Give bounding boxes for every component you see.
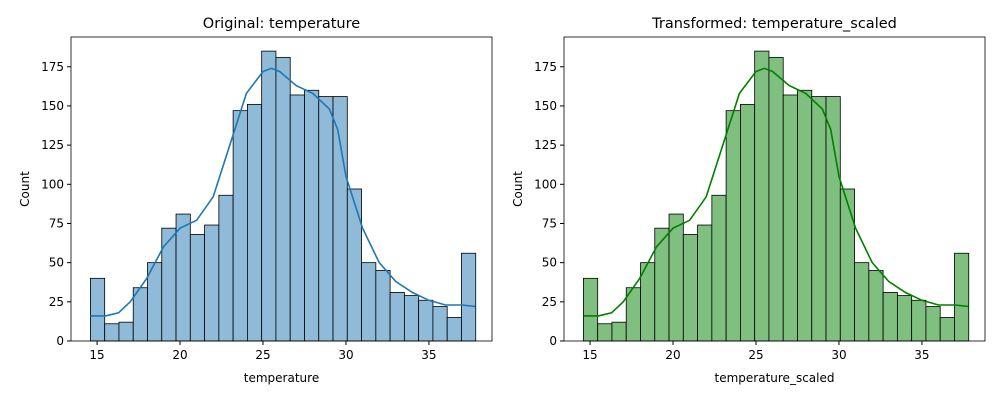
bar (104, 323, 120, 342)
bar (318, 96, 334, 342)
bar (275, 56, 291, 342)
bar (446, 317, 462, 342)
bar (418, 299, 434, 342)
x-tick-label: 35 (421, 348, 436, 362)
bar (768, 56, 784, 342)
y-tick-label: 50 (542, 256, 557, 270)
x-tick-label: 15 (582, 348, 597, 362)
y-tick-label: 50 (49, 256, 64, 270)
bar (654, 227, 670, 342)
bar (811, 96, 827, 342)
bar (118, 321, 134, 342)
bar (161, 227, 177, 342)
y-tick-label: 125 (41, 138, 64, 152)
y-tick-label: 175 (41, 60, 64, 74)
bar (232, 110, 248, 342)
bar (261, 50, 277, 342)
kde-line (583, 67, 969, 317)
x-tick-label: 20 (172, 348, 187, 362)
bar (361, 262, 377, 342)
axes-frame (563, 36, 986, 342)
x-axis-label: temperature (244, 371, 319, 385)
bar (697, 224, 713, 342)
y-tick-label: 25 (49, 295, 64, 309)
bar (583, 277, 599, 342)
bar (304, 89, 320, 342)
bar (896, 295, 913, 342)
bar (868, 270, 884, 342)
y-tick-label: 125 (534, 138, 557, 152)
y-tick-label: 0 (549, 334, 557, 348)
y-tick-label: 150 (534, 99, 557, 113)
bar (711, 194, 727, 342)
chart-title: Transformed: temperature_scaled (651, 16, 897, 32)
bar (289, 94, 305, 342)
kde-line (90, 67, 476, 317)
bar (175, 213, 191, 342)
x-tick-label: 25 (255, 348, 270, 362)
y-tick-label: 75 (542, 216, 557, 230)
bar (668, 213, 684, 342)
bar (375, 270, 391, 342)
bar (839, 188, 855, 342)
x-tick-label: 20 (665, 348, 680, 362)
y-tick-label: 100 (41, 177, 64, 191)
bar (218, 194, 234, 342)
y-tick-label: 75 (49, 216, 64, 230)
bar (782, 94, 798, 342)
y-tick-label: 25 (542, 295, 557, 309)
x-axis-label: temperature_scaled (715, 371, 835, 385)
x-tick-label: 30 (831, 348, 846, 362)
bar (725, 110, 741, 342)
bar (611, 321, 627, 342)
bar (432, 306, 448, 342)
bar (797, 89, 813, 342)
bar (925, 306, 941, 342)
x-tick-label: 30 (338, 348, 353, 362)
y-tick-label: 150 (41, 99, 64, 113)
x-tick-label: 35 (914, 348, 929, 362)
bar (754, 50, 770, 342)
bar (189, 234, 205, 342)
bar (90, 277, 106, 342)
bar (825, 96, 841, 342)
bar (597, 323, 613, 342)
bar (461, 252, 477, 342)
x-tick-label: 15 (89, 348, 104, 362)
y-tick-label: 100 (534, 177, 557, 191)
bar (389, 292, 405, 342)
bar (332, 96, 348, 342)
y-tick-label: 175 (534, 60, 557, 74)
bar (854, 262, 870, 342)
y-tick-label: 0 (56, 334, 64, 348)
bar (204, 224, 220, 342)
bar (739, 103, 756, 342)
bar (246, 103, 263, 342)
bar (911, 299, 927, 342)
x-tick-label: 25 (748, 348, 763, 362)
bar (882, 292, 898, 342)
axes-frame (70, 36, 493, 342)
y-axis-label: Count (511, 171, 525, 207)
bar (682, 234, 698, 342)
chart-title: Original: temperature (203, 16, 360, 32)
y-axis-label: Count (18, 171, 32, 207)
bar (939, 317, 955, 342)
bar (954, 252, 970, 342)
bar (346, 188, 362, 342)
bar (403, 295, 420, 342)
